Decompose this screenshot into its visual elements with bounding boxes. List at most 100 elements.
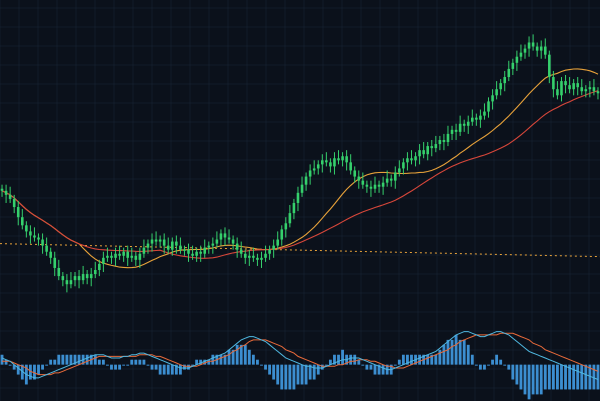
histogram-bar: [41, 364, 44, 370]
candle-body: [276, 239, 279, 246]
histogram-bar: [458, 339, 462, 365]
histogram-bar: [442, 344, 446, 365]
candle-body: [57, 267, 61, 277]
histogram-bar: [564, 364, 567, 390]
candle-body: [61, 276, 65, 281]
candle-body: [243, 253, 247, 258]
histogram-bar: [410, 354, 413, 365]
histogram-bar: [49, 359, 53, 365]
candle-body: [560, 81, 563, 96]
histogram-bar: [260, 364, 263, 366]
candle-body: [272, 245, 275, 250]
histogram-bar: [57, 354, 61, 365]
histogram-bar: [369, 364, 373, 370]
candle-body: [207, 245, 211, 248]
candle-body: [77, 276, 81, 281]
histogram-bar: [491, 359, 494, 365]
candle-body: [381, 182, 385, 187]
histogram-bar: [361, 364, 365, 366]
histogram-bar: [543, 364, 547, 390]
candle-body: [89, 274, 93, 279]
histogram-bar: [535, 364, 539, 395]
histogram-bar: [474, 364, 478, 366]
candle-body: [175, 241, 178, 246]
histogram-bar: [276, 364, 280, 385]
histogram-bar: [401, 354, 405, 365]
histogram-bar: [33, 364, 36, 380]
histogram-bar: [531, 364, 535, 395]
histogram-bar: [320, 364, 324, 370]
histogram-bar: [231, 349, 235, 365]
histogram-bar: [288, 364, 292, 390]
candle-body: [256, 257, 259, 260]
histogram-bar: [203, 359, 207, 365]
candle-body: [576, 83, 579, 88]
histogram-bar: [580, 364, 584, 390]
histogram-bar: [191, 364, 194, 366]
candle-body: [483, 111, 486, 116]
histogram-bar: [487, 364, 490, 366]
candle-body: [248, 255, 251, 258]
histogram-bar: [77, 354, 81, 365]
candle-body: [69, 280, 73, 285]
candle-body: [515, 56, 519, 63]
histogram-bar: [247, 349, 251, 365]
histogram-bar: [187, 364, 190, 370]
candle-body: [523, 48, 527, 53]
histogram-bar: [65, 354, 69, 365]
histogram-bar: [308, 364, 312, 380]
histogram-bar: [69, 354, 73, 365]
candle-body: [487, 101, 490, 112]
histogram-bar: [381, 364, 385, 375]
histogram-bar: [243, 344, 247, 365]
candle-body: [426, 146, 429, 155]
histogram-bar: [462, 339, 466, 365]
candle-body: [106, 255, 109, 258]
histogram-bar: [256, 359, 259, 365]
histogram-bar: [576, 364, 580, 390]
candle-body: [118, 253, 121, 256]
candle-body: [280, 229, 284, 240]
candle-body: [227, 237, 231, 240]
candle-body: [98, 263, 101, 270]
candle-body: [462, 123, 466, 126]
candle-body: [393, 172, 397, 181]
histogram-bar: [97, 359, 101, 365]
candle-body: [321, 160, 324, 165]
candle-body: [126, 251, 129, 258]
candle-body: [134, 255, 138, 260]
candle-body: [110, 255, 113, 258]
histogram-bar: [430, 354, 434, 365]
candle-body: [377, 184, 381, 187]
candle-body: [373, 184, 377, 189]
histogram-bar: [126, 364, 130, 366]
histogram-bar: [37, 364, 40, 375]
histogram-bar: [195, 359, 199, 365]
histogram-bar: [434, 354, 438, 365]
histogram-bar: [101, 359, 105, 365]
candle-body: [442, 140, 446, 143]
histogram-bar: [239, 344, 243, 365]
histogram-bar: [223, 354, 227, 365]
candle-body: [527, 42, 531, 49]
histogram-bar: [478, 364, 482, 370]
candle-body: [0, 188, 4, 191]
histogram-bar: [466, 344, 470, 365]
candle-body: [179, 245, 182, 250]
histogram-bar: [272, 364, 276, 380]
candle-body: [33, 235, 36, 238]
histogram-bar: [134, 359, 138, 365]
candle-body: [223, 233, 227, 238]
histogram-bar: [138, 359, 142, 365]
candle-body: [146, 243, 150, 248]
candle-body: [65, 280, 69, 285]
moving-average-20: [1, 68, 599, 269]
histogram-bar: [539, 364, 543, 395]
histogram-bar: [174, 364, 178, 375]
candle-body: [219, 233, 223, 240]
histogram-bar: [377, 364, 381, 375]
candle-body: [158, 239, 162, 242]
histogram-bar: [527, 364, 531, 400]
